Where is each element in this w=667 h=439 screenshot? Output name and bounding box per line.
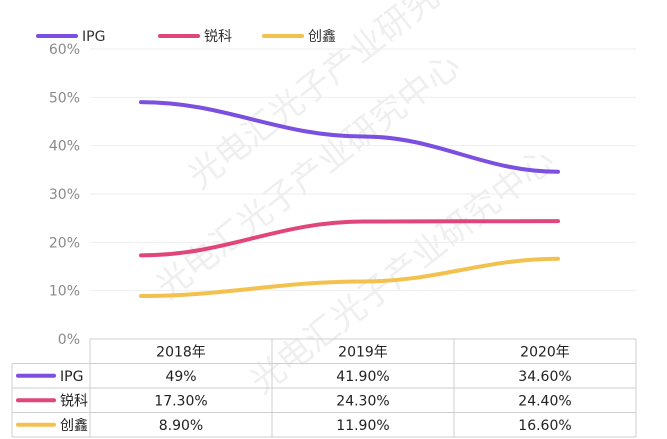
y-tick-label: 20% (49, 235, 80, 251)
table-value-cell: 11.90% (336, 418, 389, 434)
series-line-1 (139, 100, 560, 174)
table-value-cell: 24.30% (336, 393, 389, 409)
table-row-name: 锐科 (60, 393, 88, 409)
legend: IPG 锐科 创鑫 (36, 28, 336, 45)
y-tick-label: 30% (49, 187, 80, 203)
table-header-cell: 2019年 (338, 344, 388, 360)
y-tick-label: 50% (49, 90, 80, 106)
data-table: 2018年 2019年 2020年 IPG 49% 41.90% 34.60% 锐科 17.30… (11, 338, 637, 438)
table-header-cell: 2018年 (156, 344, 206, 360)
legend-label-1: IPG (82, 29, 105, 45)
table-value-cell: 8.90% (159, 418, 203, 434)
table-value-cell: 24.40% (518, 393, 571, 409)
table-row-name: IPG (60, 369, 83, 385)
y-tick-label: 40% (49, 139, 80, 155)
y-tick-label: 10% (49, 284, 80, 300)
legend-label-2: 锐科 (204, 29, 232, 45)
table-value-cell: 17.30% (154, 393, 207, 409)
table-header-cell: 2020年 (520, 344, 570, 360)
table-value-cell: 34.60% (518, 369, 571, 385)
series-line-2 (139, 219, 560, 258)
series-lines (139, 100, 560, 298)
y-tick-label: 60% (49, 42, 80, 58)
series-line-3 (139, 256, 560, 298)
legend-label-3: 创鑫 (308, 28, 336, 45)
table-row-name: 创鑫 (60, 417, 88, 434)
table-value-cell: 49% (165, 369, 196, 385)
table-value-cell: 41.90% (336, 369, 389, 385)
y-tick-label: 0% (58, 332, 80, 348)
table-value-cell: 16.60% (518, 418, 571, 434)
y-axis-ticks: 0% 10% 20% 30% 40% 50% 60% (49, 42, 80, 348)
